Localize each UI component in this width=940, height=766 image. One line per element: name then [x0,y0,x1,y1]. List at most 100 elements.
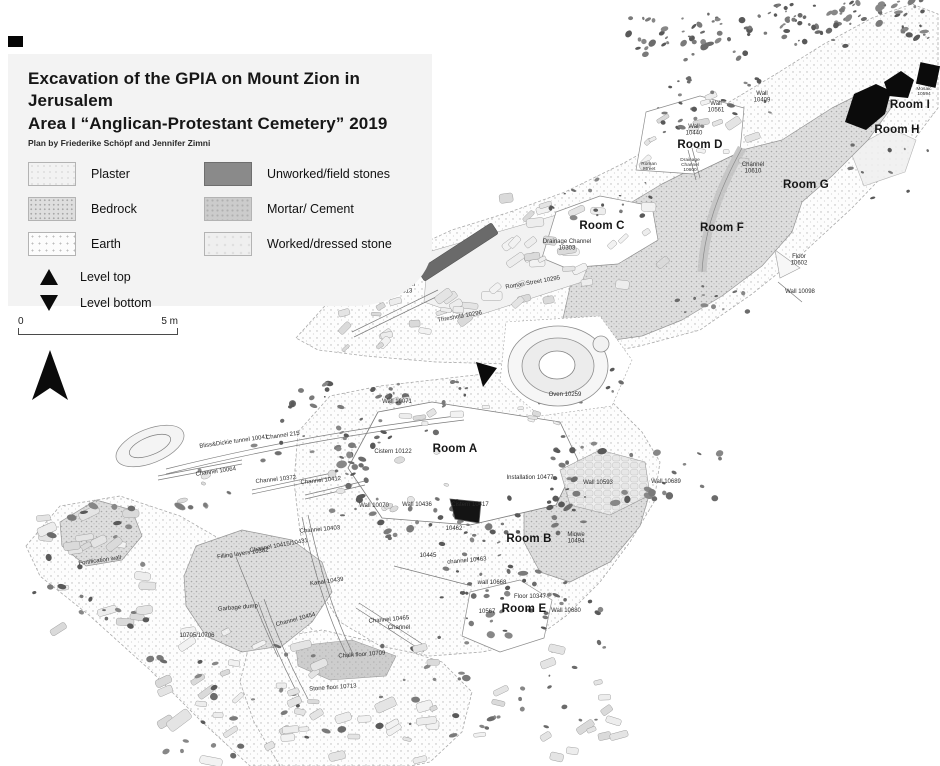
stone [514,513,521,518]
stone [251,639,267,650]
stone [345,472,349,476]
channel-10415-line [235,556,279,658]
stone [337,726,347,733]
stone [801,38,808,45]
stone [661,111,668,115]
stones-room-a-left [328,425,370,517]
feature-label: Kanal 10439 [310,577,345,588]
stone [644,46,649,51]
stone [280,418,285,423]
stone [210,684,218,691]
stone [802,15,807,20]
zone-room-a-white [347,401,579,526]
stone [629,452,634,458]
stone [489,619,494,623]
stone [711,304,716,310]
stone [439,596,444,599]
stone [700,124,705,129]
stone [465,617,468,620]
stone [113,535,118,539]
stone [660,120,666,125]
stone [429,704,438,712]
scale-end-label: 5 m [161,316,178,327]
feature-label: Drainage Channel 10600 [680,157,700,173]
stone [250,698,256,701]
stone [742,50,749,57]
stone [671,470,677,475]
north-arrow [28,348,72,407]
stone [465,591,469,595]
stone [406,524,415,533]
stone [720,99,727,102]
stone [554,448,561,454]
level-bottom-label: Level bottom [80,296,152,311]
stone [79,510,89,515]
stone [127,505,136,512]
stone [580,278,594,287]
stone [743,26,749,30]
stone [280,733,296,742]
stone [596,213,599,217]
stone [47,584,54,590]
stone [415,699,434,713]
stone [473,732,487,738]
stone [309,708,324,721]
stone [701,294,706,296]
feature-label: Wall 10561 [708,101,725,113]
level-top-icon [40,269,58,286]
stone [556,245,577,256]
legend-label: Worked/dressed stone [267,237,392,252]
stone [237,743,245,749]
stone [677,118,683,123]
stone [548,643,566,655]
stone [678,101,683,105]
stone [696,21,703,28]
stone [767,11,772,15]
stone [913,34,921,41]
stone [719,22,723,25]
stone [418,327,432,335]
stone [570,476,578,483]
stone [875,4,883,12]
stone [517,570,529,576]
stone [665,36,668,40]
stone [336,460,347,469]
feature-label: 10445 [420,553,437,559]
stone [380,430,387,435]
stone [926,36,930,40]
stone [605,715,622,727]
stones-bottom-blocks [264,687,440,764]
stone [569,215,578,221]
stone [491,699,506,707]
stone [919,29,929,34]
stone [178,636,196,652]
stone [744,309,751,314]
stone [648,39,656,47]
mosaic-10594-black [915,62,940,88]
stone [714,295,718,298]
stone [842,43,849,48]
stone [275,682,287,689]
stone [356,494,366,499]
stone [651,18,656,23]
stone [78,505,100,521]
stone [289,639,312,652]
stone [298,388,304,393]
stones-top-1 [625,12,753,62]
stone [470,593,477,599]
stone [489,529,496,535]
feature-label: Oven 10259 [549,392,582,398]
stone [341,344,350,352]
stone [377,519,385,526]
stone [489,282,502,295]
stone [860,171,864,174]
zone-mortar-chalk-floor [295,639,397,681]
stone [194,673,203,679]
stones-top-mid-dots [548,177,653,221]
feature-label: Channel 10610 [742,162,764,174]
stone [732,50,736,53]
stone [691,52,695,56]
stone [384,503,394,510]
north-arrow-shape [32,350,68,400]
stone [605,385,611,390]
